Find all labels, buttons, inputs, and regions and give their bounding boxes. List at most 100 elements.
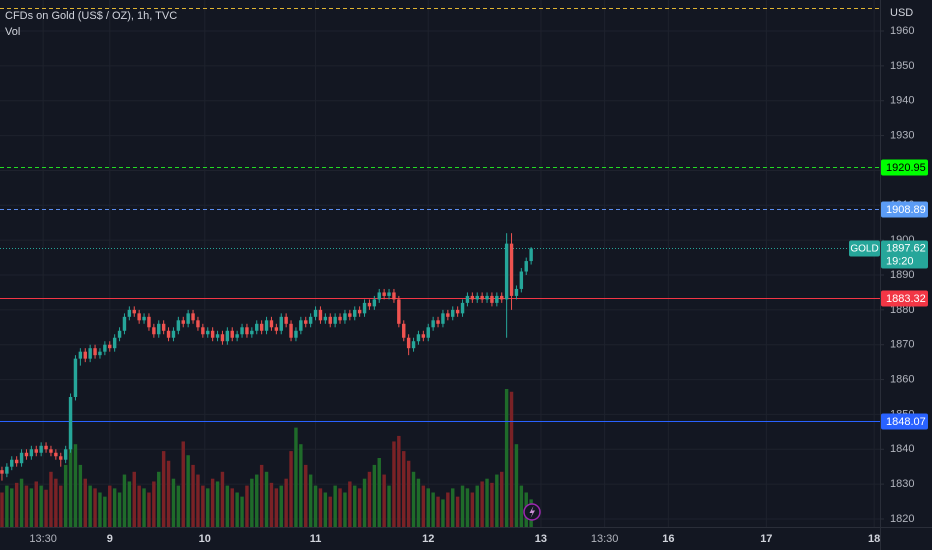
candle-body xyxy=(191,313,195,321)
volume-bar xyxy=(132,471,136,527)
volume-bar xyxy=(451,488,455,527)
candle-body xyxy=(274,327,279,331)
candle-body xyxy=(132,309,136,314)
alert-bolt[interactable] xyxy=(529,506,536,518)
currency-label: USD xyxy=(890,7,913,19)
candle-body xyxy=(436,320,440,324)
candle-body xyxy=(284,316,288,324)
volume-bar xyxy=(372,464,377,527)
volume-bar xyxy=(343,492,347,527)
alert-icon[interactable] xyxy=(523,503,541,521)
candle-body xyxy=(387,292,391,296)
candle-body xyxy=(402,323,406,338)
volume-bar xyxy=(279,485,283,527)
volume-bar xyxy=(397,435,401,527)
volume-bar xyxy=(98,492,102,527)
candle-body xyxy=(59,456,63,460)
volume-bar xyxy=(161,451,166,527)
level-tag xyxy=(881,413,928,430)
x-tick-label: 13:30 xyxy=(29,533,57,545)
candle-body xyxy=(382,292,386,296)
candle-body xyxy=(142,316,146,321)
volume-bar xyxy=(299,444,303,527)
candle-body xyxy=(206,330,210,335)
volume-bar xyxy=(137,485,141,527)
volume-bar xyxy=(495,474,499,527)
chart-title: CFDs on Gold (US$ / OZ), 1h, TVC xyxy=(5,10,177,22)
candle-body xyxy=(455,309,460,314)
level-tag xyxy=(881,159,928,176)
countdown-label: 19:20 xyxy=(886,255,914,267)
volume-bar xyxy=(519,485,524,527)
y-tick-label: 1860 xyxy=(890,373,914,385)
volume-bar xyxy=(68,427,73,527)
volume-bar xyxy=(382,474,386,527)
volume-bar xyxy=(480,481,484,527)
volume-bar xyxy=(157,471,161,527)
candle-body xyxy=(34,449,38,453)
volume-bar xyxy=(10,488,14,527)
candle-body xyxy=(264,320,269,331)
candle-body xyxy=(83,351,87,359)
volume-bar xyxy=(103,496,107,527)
candle-body xyxy=(519,271,524,289)
candle-body xyxy=(88,348,92,359)
volume-bar xyxy=(39,485,43,527)
volume-bar xyxy=(186,455,190,527)
candle-body xyxy=(490,295,494,303)
candle-body xyxy=(416,334,421,342)
volume-bar xyxy=(255,474,259,527)
candle-body xyxy=(441,313,445,324)
candle-body xyxy=(44,445,48,450)
candle-body xyxy=(485,295,489,300)
volume-bar xyxy=(225,485,230,527)
levels xyxy=(0,8,880,422)
last-price-tag xyxy=(881,240,928,269)
volume-bar xyxy=(112,488,117,527)
volume-bar xyxy=(63,464,68,527)
volume-bar xyxy=(411,471,416,527)
candle-body xyxy=(333,316,337,324)
candle-body xyxy=(68,396,73,450)
x-tick-label: 16 xyxy=(662,533,674,545)
volume-bar xyxy=(514,444,519,527)
candle-body xyxy=(127,309,132,317)
price-tags: 1920.95 1908.89 1883.32 1848.07 1897.6219:20… xyxy=(849,159,928,430)
y-tick-label: 1830 xyxy=(890,478,914,490)
candle-body xyxy=(377,292,381,300)
volume-bar xyxy=(470,492,475,527)
volume-bar xyxy=(362,478,367,527)
volume-bar xyxy=(59,485,63,527)
volume-bar xyxy=(323,492,328,527)
volume-bar xyxy=(196,474,200,527)
symbol-tag xyxy=(849,240,880,257)
volume-bar xyxy=(490,482,494,527)
x-tick-label: 13:30 xyxy=(591,533,619,545)
volume-bar xyxy=(245,485,249,527)
volume-bar xyxy=(465,488,470,527)
volume-bar xyxy=(377,458,381,527)
candle-body xyxy=(308,316,313,324)
candle-body xyxy=(108,344,112,349)
y-tick-label: 1950 xyxy=(890,60,914,72)
candle-body xyxy=(269,320,274,328)
volume-bar xyxy=(475,485,479,527)
volume-bar xyxy=(44,489,48,527)
volume-bar xyxy=(402,451,406,527)
candle-body xyxy=(328,316,332,324)
candle-body xyxy=(250,330,254,335)
volume-bar xyxy=(392,441,396,527)
volume-bar xyxy=(5,485,9,527)
volume-bar xyxy=(269,482,274,527)
candle-body xyxy=(299,320,303,331)
candle-body xyxy=(210,330,215,338)
candle-body xyxy=(10,459,14,467)
volume-bar xyxy=(83,478,87,527)
candle-body xyxy=(103,344,107,352)
volume-bar xyxy=(289,451,293,527)
candle-body xyxy=(353,309,357,317)
candle-body xyxy=(29,449,34,457)
volume-bar xyxy=(416,478,421,527)
